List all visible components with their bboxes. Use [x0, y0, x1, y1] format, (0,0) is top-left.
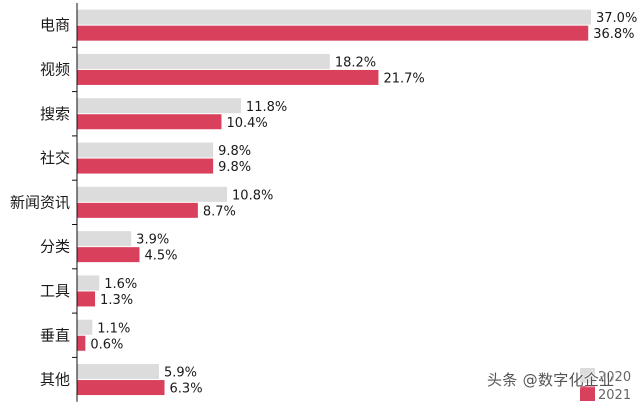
value-label: 3.9% — [136, 233, 169, 248]
value-label: 10.4% — [226, 116, 267, 131]
category-label: 视频 — [40, 60, 70, 78]
bar-2020 — [77, 275, 100, 291]
bar-2021 — [77, 25, 589, 41]
value-label: 1.1% — [97, 321, 130, 336]
bar-2021 — [77, 202, 198, 218]
bar-2020 — [77, 231, 132, 247]
watermark-text: 头条 @数字化企业 — [487, 371, 615, 389]
category-label: 其他 — [40, 371, 70, 389]
bar-2020 — [77, 364, 159, 380]
bar-2020 — [77, 9, 591, 25]
category-label: 新闻资讯 — [10, 193, 70, 211]
bar-2021 — [77, 380, 165, 396]
legend: 2020 2021 — [580, 368, 631, 403]
value-label: 4.5% — [145, 249, 178, 264]
value-label: 9.8% — [218, 160, 251, 175]
legend-swatch-2021 — [580, 386, 595, 401]
legend-swatch-2020 — [580, 368, 595, 383]
value-label: 0.6% — [90, 337, 123, 352]
y-axis-ticks — [72, 46, 77, 358]
category-label: 分类 — [40, 238, 70, 256]
value-label: 37.0% — [596, 11, 637, 26]
value-label: 11.8% — [246, 100, 287, 115]
bar-2021 — [77, 335, 86, 351]
value-label: 21.7% — [383, 71, 424, 86]
bar-2020 — [77, 142, 214, 158]
value-label: 6.3% — [170, 382, 203, 397]
bar-2021 — [77, 69, 379, 85]
bar-2020 — [77, 186, 228, 202]
bars — [77, 9, 591, 396]
value-label: 1.3% — [100, 293, 133, 308]
bar-2020 — [77, 319, 93, 335]
legend-label-2020: 2020 — [598, 370, 631, 385]
category-label: 电商 — [40, 16, 70, 34]
value-label: 8.7% — [203, 204, 236, 219]
bar-2020 — [77, 98, 241, 114]
category-label: 搜索 — [40, 105, 70, 123]
bar-2021 — [77, 247, 140, 263]
bar-2021 — [77, 158, 214, 174]
value-label: 1.6% — [104, 277, 137, 292]
value-label: 5.9% — [164, 366, 197, 381]
category-label: 社交 — [40, 149, 70, 167]
value-labels: 37.0%36.8% 18.2% 21.7% 11.8%10.4% 9.8%9.8% 10… — [90, 11, 637, 396]
value-label: 18.2% — [335, 55, 376, 70]
legend-label-2021: 2021 — [598, 388, 631, 403]
value-label: 36.8% — [593, 27, 634, 42]
bar-2021 — [77, 291, 96, 307]
value-label: 9.8% — [218, 144, 251, 159]
value-label: 10.8% — [232, 188, 273, 203]
category-label: 垂直 — [40, 326, 70, 344]
category-label: 工具 — [40, 282, 70, 300]
bar-2020 — [77, 53, 330, 69]
bar-2021 — [77, 114, 222, 130]
